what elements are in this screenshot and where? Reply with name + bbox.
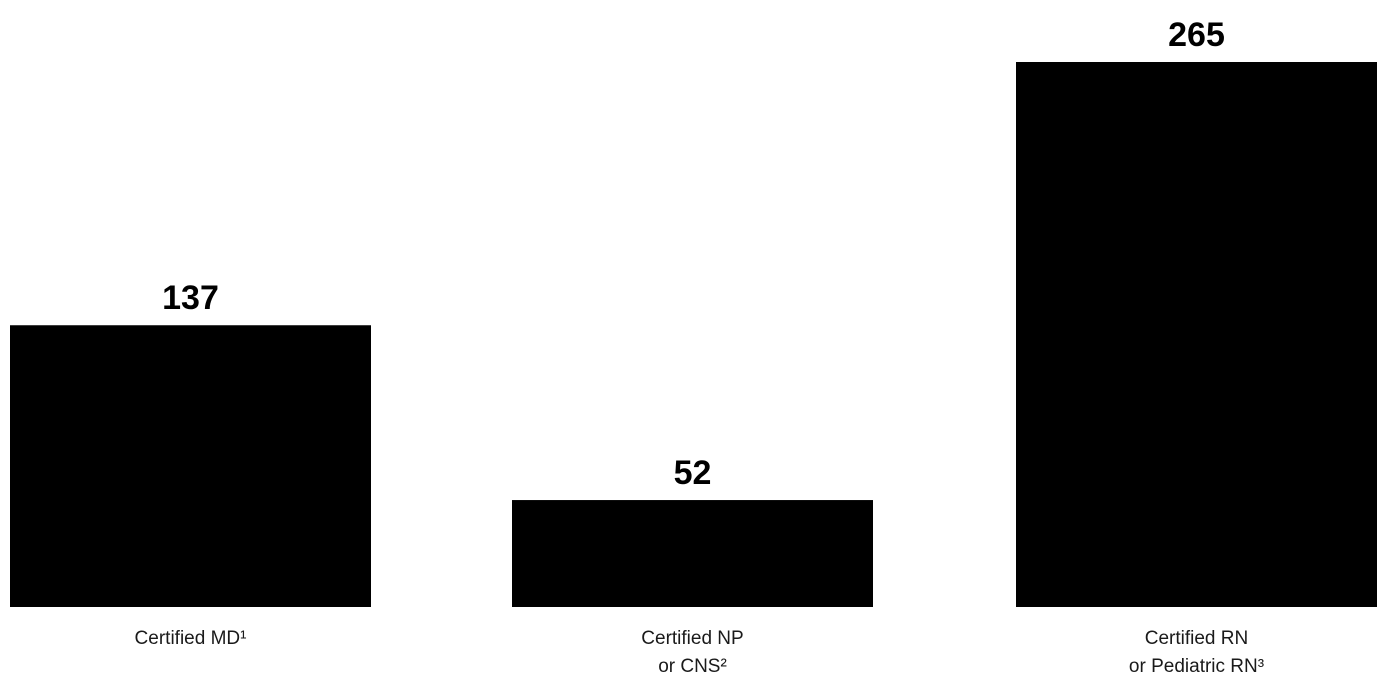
category-label-2-line-1: Certified NP (641, 628, 743, 649)
bar-value-label-2: 52 (674, 454, 712, 492)
category-label-1-line-1: Certified MD¹ (135, 628, 247, 649)
bar-3 (1016, 62, 1377, 607)
bar-2 (512, 500, 873, 607)
bar-1 (10, 325, 371, 607)
category-label-2-line-2: or CNS² (658, 656, 727, 677)
category-label-3-line-1: Certified RN (1145, 628, 1248, 649)
bar-value-label-3: 265 (1168, 16, 1225, 54)
category-label-3-line-2: or Pediatric RN³ (1129, 656, 1264, 677)
bar-value-label-1: 137 (162, 279, 219, 317)
